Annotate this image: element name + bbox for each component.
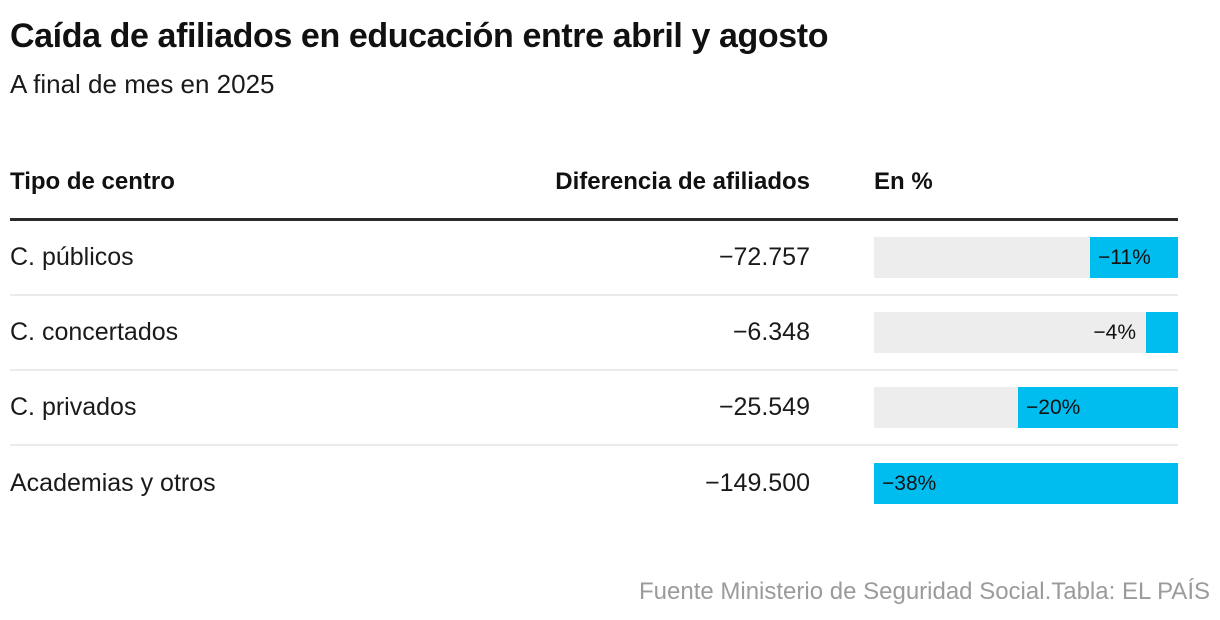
pct-bar-label: −11% <box>1098 245 1151 269</box>
pct-bar <box>874 462 1178 504</box>
table-row: C. privados −25.549 −20% <box>10 371 1178 446</box>
row-label: Academias y otros <box>10 468 216 497</box>
bar-track: −4% <box>874 311 1178 353</box>
pct-bar-label: −38% <box>882 471 937 495</box>
page-subtitle: A final de mes en 2025 <box>10 68 275 99</box>
table-row: C. concertados −6.348 −4% <box>10 296 1178 371</box>
row-value: −6.348 <box>732 317 810 346</box>
row-value: −25.549 <box>718 392 810 421</box>
pct-bar <box>1146 311 1178 353</box>
row-label: C. privados <box>10 392 137 421</box>
credit-text: Tabla: EL PAÍS <box>1051 578 1210 605</box>
data-table: Tipo de centro Diferencia de afiliados E… <box>10 168 1178 521</box>
source-credit: Fuente Ministerio de Seguridad Social.Ta… <box>639 578 1210 606</box>
column-header-tipo: Tipo de centro <box>10 167 175 195</box>
page-title: Caída de afiliados en educación entre ab… <box>10 17 829 55</box>
table-body: C. públicos −72.757 −11% C. concertados … <box>10 221 1178 521</box>
column-header-pct: En % <box>874 167 933 195</box>
pct-bar <box>1090 236 1178 278</box>
table-row: Academias y otros −149.500 −38% <box>10 446 1178 521</box>
row-label: C. concertados <box>10 317 179 346</box>
row-value: −72.757 <box>718 242 810 271</box>
bar-track: −11% <box>874 236 1178 278</box>
source-text: Fuente Ministerio de Seguridad Social. <box>639 578 1052 605</box>
bar-track: −20% <box>874 386 1178 428</box>
column-header-diferencia: Diferencia de afiliados <box>555 167 810 195</box>
pct-bar-label: −20% <box>1026 395 1081 419</box>
row-value: −149.500 <box>705 468 810 497</box>
table-row: C. públicos −72.757 −11% <box>10 221 1178 296</box>
pct-bar-label: −4% <box>1093 320 1136 344</box>
pct-bar <box>1018 386 1178 428</box>
row-label: C. públicos <box>10 242 134 271</box>
bar-track: −38% <box>874 462 1178 504</box>
table-header-row: Tipo de centro Diferencia de afiliados E… <box>10 168 1178 221</box>
